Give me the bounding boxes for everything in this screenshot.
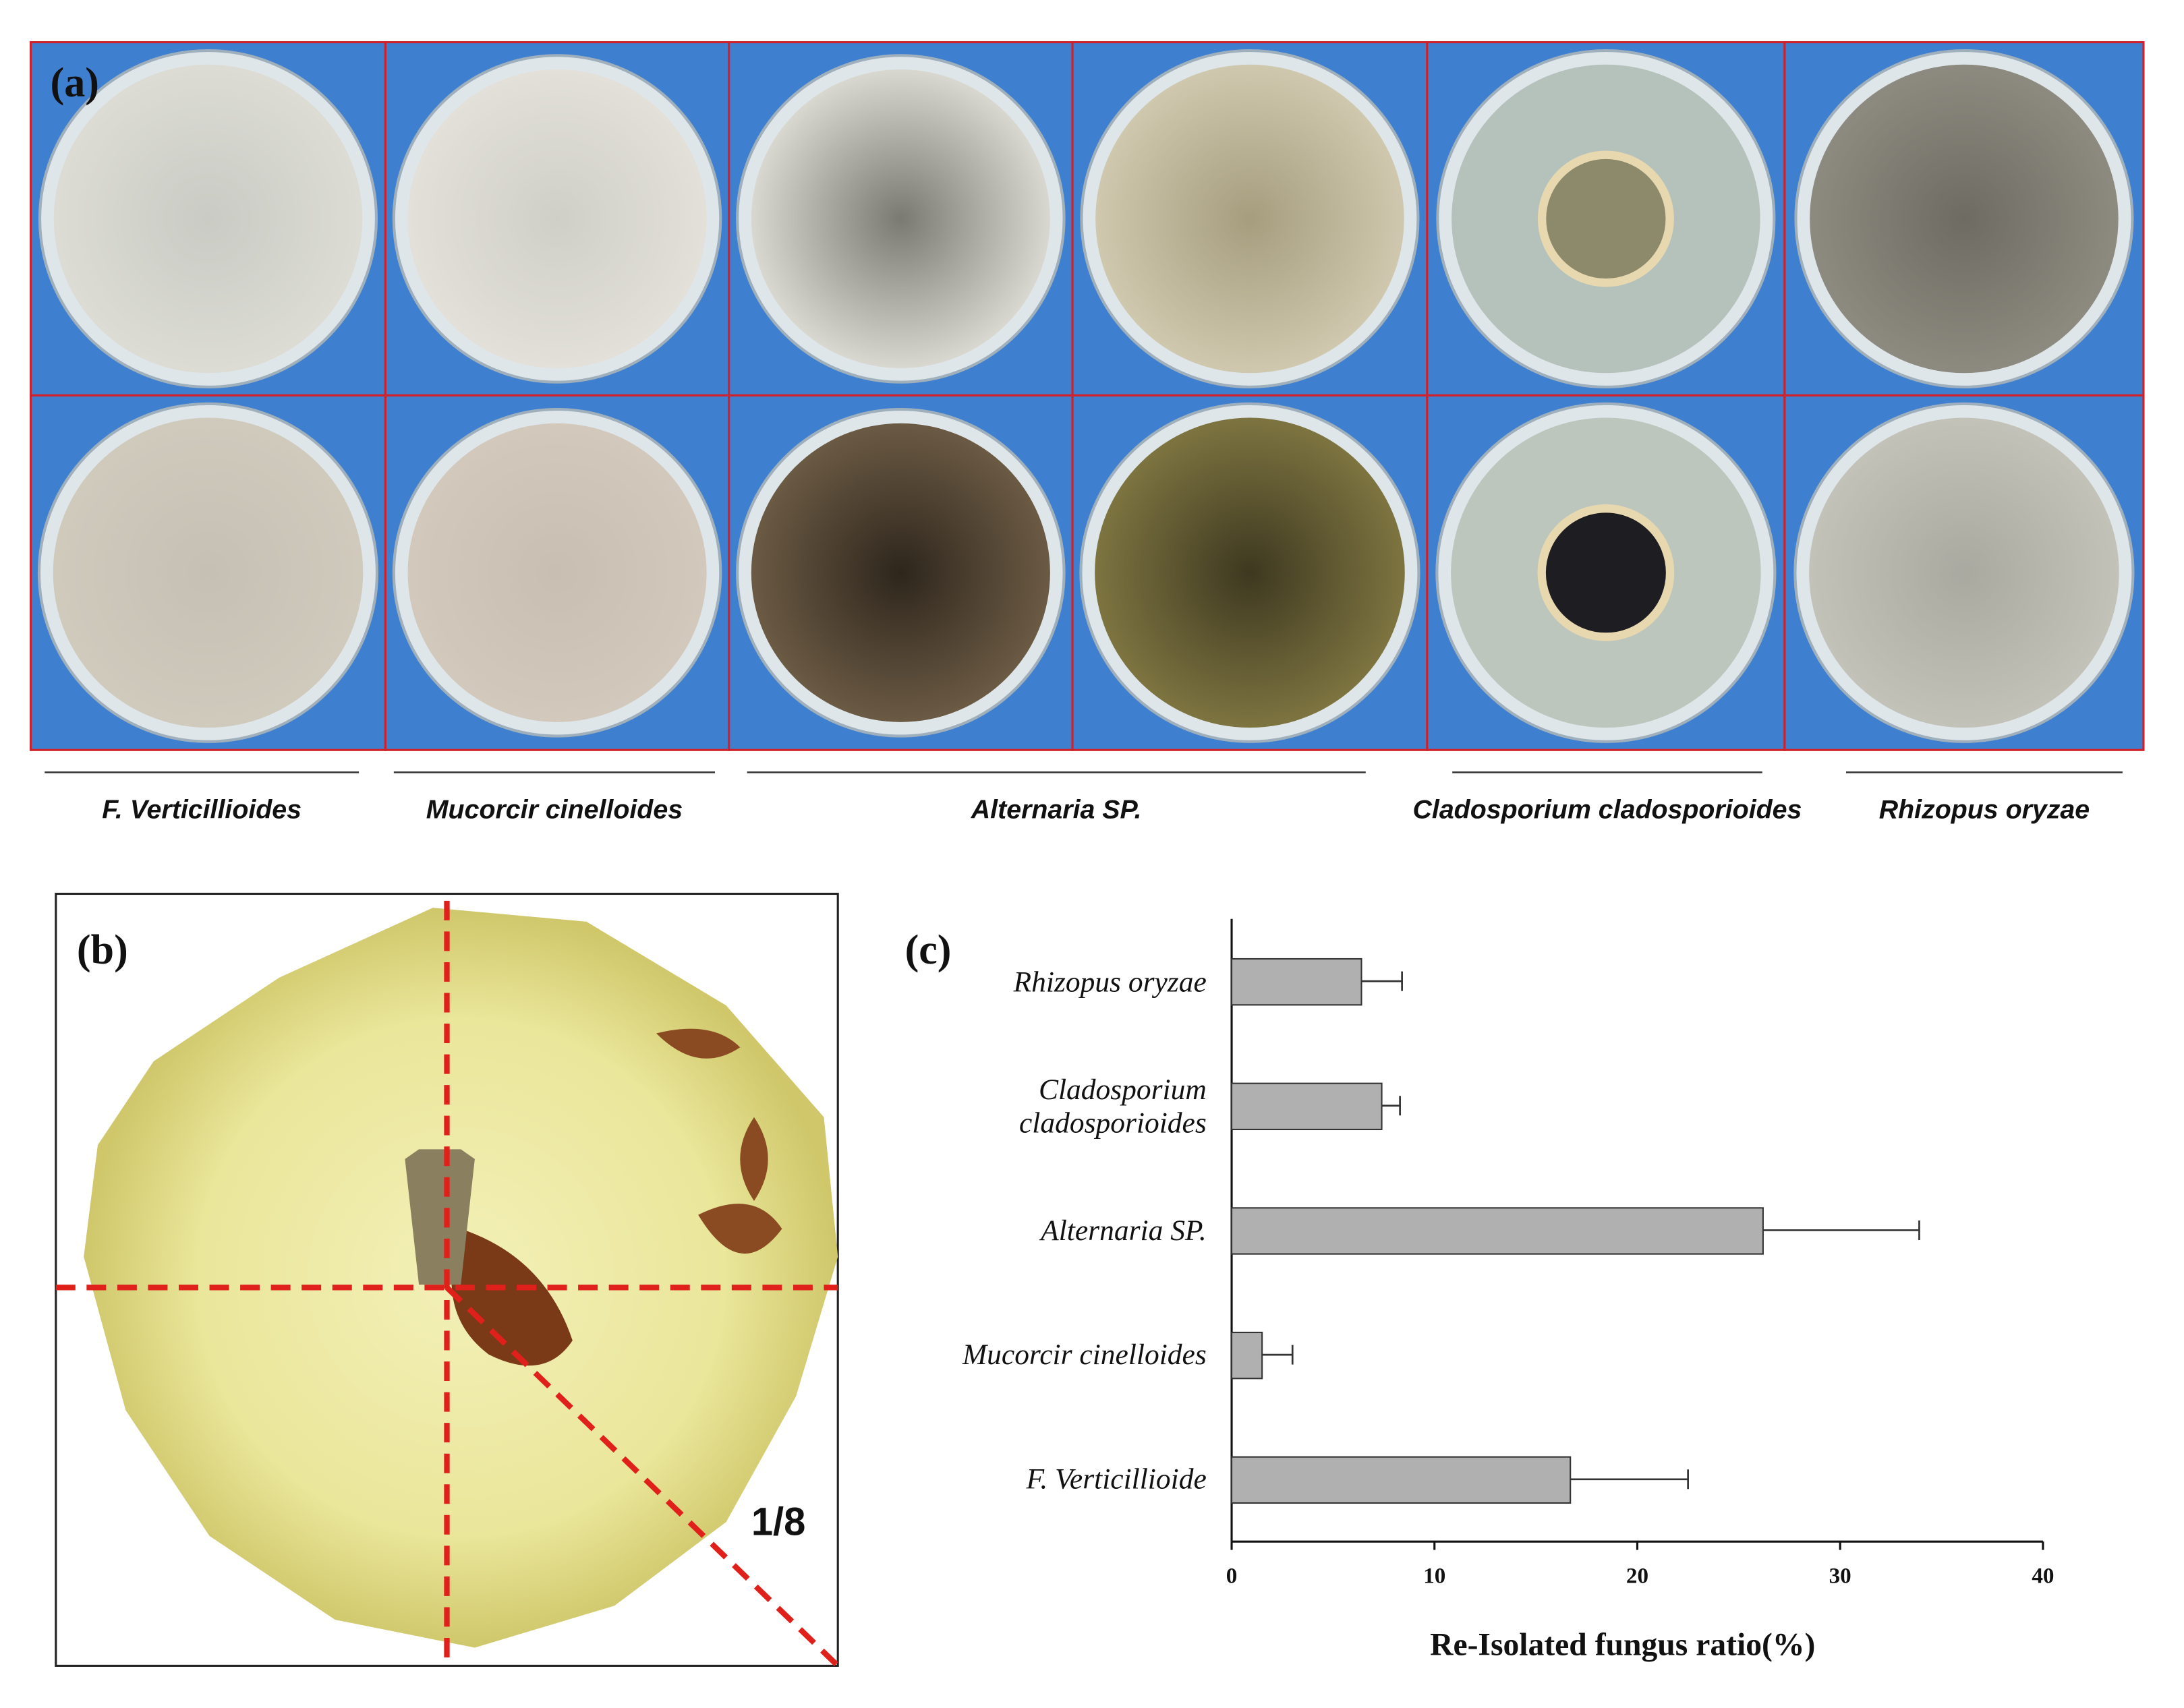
rot-patch — [656, 1028, 782, 1254]
error-bar — [1570, 1469, 1689, 1490]
y-tick-label: Mucorcir cinelloides — [962, 1338, 1207, 1372]
bar — [1230, 1456, 1572, 1504]
x-tick-label: 10 — [1423, 1564, 1445, 1589]
species-label: Rhizopus oryzae — [1879, 795, 2090, 825]
panel-label: (a) — [51, 60, 99, 106]
x-tick-label: 0 — [1226, 1564, 1238, 1589]
panel-a — [29, 41, 2145, 751]
bar — [1230, 1207, 1764, 1255]
error-bar — [1762, 1220, 1920, 1240]
bar — [1230, 1082, 1383, 1131]
y-tick-label: Cladosporium cladosporioides — [1018, 1072, 1207, 1140]
colony — [751, 69, 1050, 369]
stem — [405, 1149, 475, 1285]
colony-core — [1537, 504, 1675, 641]
error-bar — [1361, 971, 1403, 991]
x-tick-label: 40 — [2032, 1564, 2054, 1589]
y-tick-label: F. Verticillioide — [1026, 1462, 1207, 1496]
panel-b: 1/8 (b) — [55, 892, 840, 1668]
x-tick-label: 20 — [1626, 1564, 1648, 1589]
panel-label: (c) — [905, 927, 952, 973]
colony — [407, 69, 707, 369]
colony — [751, 423, 1050, 722]
colony — [1095, 64, 1404, 374]
y-label-box: Mucorcir cinelloides — [962, 1338, 1207, 1372]
species-label: Alternaria SP. — [971, 795, 1142, 825]
y-label-box: Cladosporium cladosporioides — [1018, 1072, 1207, 1140]
colony — [53, 64, 363, 374]
rot-patch — [451, 1229, 573, 1366]
y-tick-label: Alternaria SP. — [1041, 1213, 1207, 1247]
colony — [1095, 417, 1405, 728]
bar — [1230, 958, 1362, 1006]
y-label-box: Alternaria SP. — [1041, 1213, 1207, 1247]
error-bar — [1262, 1345, 1294, 1365]
colony — [1810, 64, 2119, 374]
species-label: F. Verticillioides — [102, 795, 301, 825]
y-label-box: F. Verticillioide — [1026, 1462, 1207, 1496]
x-axis-title: Re-Isolated fungus ratio(%) — [1430, 1627, 1815, 1662]
species-label: Cladosporium cladosporioides — [1412, 795, 1802, 825]
colony — [1809, 417, 2119, 728]
colony — [407, 423, 707, 722]
y-tick-label: Rhizopus oryzae — [1013, 964, 1207, 998]
annotation: 1/8 — [751, 1501, 806, 1544]
x-tick-label: 30 — [1829, 1564, 1851, 1589]
y-label-box: Rhizopus oryzae — [1013, 964, 1207, 998]
colony-core — [1537, 150, 1674, 287]
bar — [1230, 1331, 1263, 1380]
panel-label: (b) — [77, 927, 128, 973]
error-bar — [1381, 1096, 1401, 1116]
species-label: Mucorcir cinelloides — [426, 795, 683, 825]
colony — [53, 417, 364, 728]
